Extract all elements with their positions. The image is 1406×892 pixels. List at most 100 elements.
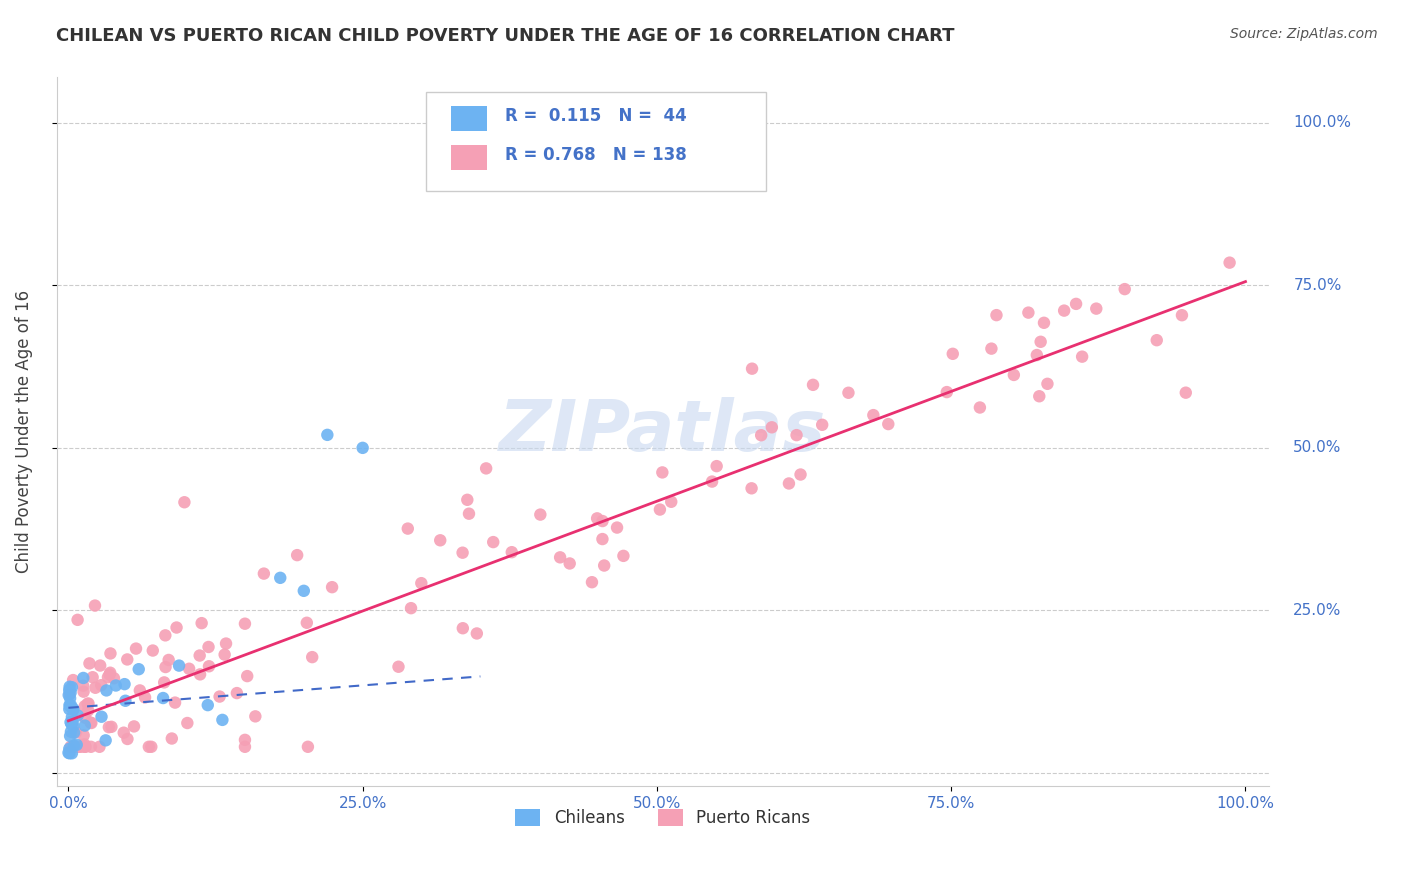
Point [651,466,673,480]
Point [122,719,145,733]
Point [80,716,103,731]
Point [62,701,84,715]
Point [245,709,267,723]
Point [62,714,84,729]
Point [1219,255,1241,269]
Point [451,621,474,635]
Point [173,495,195,509]
Point [112,725,135,739]
Point [73,699,96,714]
Point [125,641,148,656]
Point [786,428,808,442]
Point [233,732,256,747]
Text: ZIPatlas: ZIPatlas [499,397,827,467]
Point [214,648,236,662]
Point [65,725,87,739]
Point [877,417,900,431]
Point [316,428,339,442]
Point [73,739,96,754]
Point [114,677,136,691]
Point [253,566,276,581]
Text: 100.0%: 100.0% [1294,115,1351,130]
Point [103,671,125,685]
Point [352,441,374,455]
Point [190,616,212,631]
Point [59,691,82,706]
Point [591,532,613,546]
Point [612,549,634,563]
Point [58,702,80,716]
Point [225,686,247,700]
Point [411,576,433,591]
Point [1071,350,1094,364]
Point [82,670,104,684]
Point [297,739,319,754]
Point [179,662,201,676]
Point [482,535,505,549]
Point [1025,348,1047,362]
Point [84,599,107,613]
Point [77,697,100,711]
Point [1029,334,1052,349]
Point [152,691,174,706]
Point [1036,376,1059,391]
Point [465,626,488,640]
Point [117,652,139,666]
Bar [451,145,486,169]
Point [648,502,671,516]
Point [58,741,80,756]
Point [529,508,551,522]
Point [451,546,474,560]
Point [134,690,156,705]
Point [1033,316,1056,330]
Point [501,545,523,559]
Point [75,711,97,725]
Point [60,710,83,724]
Point [1146,333,1168,347]
Bar [451,106,486,130]
Point [89,658,111,673]
Point [197,640,219,654]
Point [153,675,176,690]
Point [1028,389,1050,403]
Point [96,683,118,698]
Point [60,739,83,754]
FancyBboxPatch shape [426,92,766,191]
Y-axis label: Child Poverty Under the Age of 16: Child Poverty Under the Age of 16 [15,290,32,574]
Point [79,715,101,730]
Point [581,575,603,590]
Point [558,557,581,571]
Point [63,739,86,753]
Point [429,533,451,548]
Point [59,698,82,713]
Point [198,659,221,673]
Point [100,720,122,734]
Point [59,715,82,730]
Point [73,738,96,752]
Point [706,459,728,474]
Point [157,653,180,667]
Text: 50.0%: 50.0% [1294,441,1341,455]
Point [73,718,96,732]
Point [104,678,127,692]
Point [63,725,86,739]
Point [935,385,957,400]
Point [456,492,478,507]
Point [58,746,80,760]
Point [58,683,80,698]
Point [69,739,91,754]
Point [458,507,481,521]
Text: CHILEAN VS PUERTO RICAN CHILD POVERTY UNDER THE AGE OF 16 CORRELATION CHART: CHILEAN VS PUERTO RICAN CHILD POVERTY UN… [56,27,955,45]
Point [211,713,233,727]
Point [75,739,97,754]
Point [100,647,122,661]
Point [986,308,1008,322]
Point [801,377,824,392]
Point [837,385,859,400]
Point [1002,368,1025,382]
Point [188,667,211,681]
Point [167,658,190,673]
Point [1064,297,1087,311]
Point [811,417,834,432]
Point [548,550,571,565]
